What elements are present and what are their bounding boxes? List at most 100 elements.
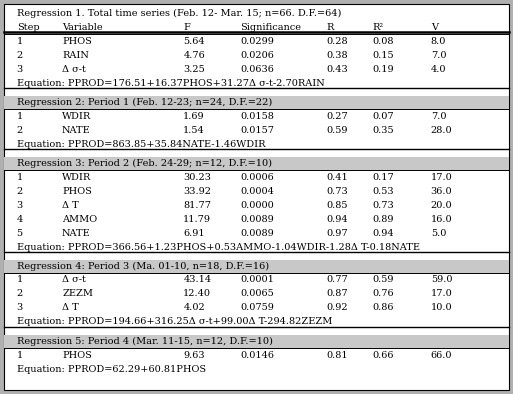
Text: 1.69: 1.69 — [183, 112, 205, 121]
Text: ZEZM: ZEZM — [62, 290, 93, 299]
Text: Variable: Variable — [62, 22, 103, 32]
Text: Equation: PPROD=176.51+16.37PHOS+31.27Δ σ-t-2.70RAIN: Equation: PPROD=176.51+16.37PHOS+31.27Δ … — [16, 78, 324, 87]
Text: Δ σ-t: Δ σ-t — [62, 65, 86, 74]
Text: 0.35: 0.35 — [372, 126, 394, 134]
Text: 3: 3 — [16, 65, 23, 74]
Text: 1: 1 — [16, 275, 23, 284]
Text: 1: 1 — [16, 351, 23, 359]
Text: 0.53: 0.53 — [372, 186, 394, 195]
Text: 4.02: 4.02 — [183, 303, 205, 312]
Text: Δ σ-t: Δ σ-t — [62, 275, 86, 284]
Text: Δ T: Δ T — [62, 201, 79, 210]
Text: 2: 2 — [16, 186, 23, 195]
Text: R: R — [326, 22, 333, 32]
Text: 0.38: 0.38 — [326, 50, 348, 59]
Text: 0.0065: 0.0065 — [240, 290, 274, 299]
Text: 7.0: 7.0 — [431, 112, 446, 121]
Text: 0.66: 0.66 — [372, 351, 394, 359]
Text: 0.27: 0.27 — [326, 112, 348, 121]
Text: 3: 3 — [16, 201, 23, 210]
Bar — [4, 157, 509, 171]
Text: 0.97: 0.97 — [326, 229, 348, 238]
Text: 5.64: 5.64 — [183, 37, 205, 45]
Text: 0.0299: 0.0299 — [240, 37, 274, 45]
Text: 0.0006: 0.0006 — [240, 173, 274, 182]
Bar — [4, 96, 509, 110]
Text: 11.79: 11.79 — [183, 214, 211, 223]
Text: 0.76: 0.76 — [372, 290, 394, 299]
Text: 2: 2 — [16, 290, 23, 299]
Text: 0.15: 0.15 — [372, 50, 394, 59]
Text: WDIR: WDIR — [62, 173, 91, 182]
Text: 0.73: 0.73 — [326, 186, 348, 195]
Text: 0.86: 0.86 — [372, 303, 394, 312]
Text: 1: 1 — [16, 112, 23, 121]
Text: 3: 3 — [16, 303, 23, 312]
Text: 2: 2 — [16, 126, 23, 134]
Text: Equation: PPROD=62.29+60.81PHOS: Equation: PPROD=62.29+60.81PHOS — [16, 364, 206, 374]
Text: Equation: PPROD=366.56+1.23PHOS+0.53AMMO-1.04WDIR-1.28Δ T-0.18NATE: Equation: PPROD=366.56+1.23PHOS+0.53AMMO… — [16, 242, 420, 251]
Text: PHOS: PHOS — [62, 351, 92, 359]
Text: 0.87: 0.87 — [326, 290, 348, 299]
Text: 0.0089: 0.0089 — [240, 214, 274, 223]
Text: 59.0: 59.0 — [431, 275, 452, 284]
Text: NATE: NATE — [62, 229, 91, 238]
Text: 4.0: 4.0 — [431, 65, 446, 74]
Text: 10.0: 10.0 — [431, 303, 452, 312]
Text: 1: 1 — [16, 37, 23, 45]
Text: 3.25: 3.25 — [183, 65, 205, 74]
Text: 12.40: 12.40 — [183, 290, 211, 299]
Text: 1.54: 1.54 — [183, 126, 205, 134]
Text: PHOS: PHOS — [62, 37, 92, 45]
Text: Equation: PPROD=863.85+35.84NATE-1.46WDIR: Equation: PPROD=863.85+35.84NATE-1.46WDI… — [16, 139, 265, 149]
Text: 0.94: 0.94 — [326, 214, 348, 223]
Text: R²: R² — [372, 22, 384, 32]
Text: Equation: PPROD=194.66+316.25Δ σ-t+99.00Δ T-294.82ZEZM: Equation: PPROD=194.66+316.25Δ σ-t+99.00… — [16, 318, 332, 327]
Text: 5: 5 — [16, 229, 23, 238]
Bar — [4, 335, 509, 349]
Text: 0.17: 0.17 — [372, 173, 394, 182]
Text: 0.77: 0.77 — [326, 275, 348, 284]
Text: 0.0759: 0.0759 — [240, 303, 274, 312]
Text: 0.19: 0.19 — [372, 65, 394, 74]
Text: Δ T: Δ T — [62, 303, 79, 312]
Text: 0.0089: 0.0089 — [240, 229, 274, 238]
Text: 30.23: 30.23 — [183, 173, 211, 182]
Text: Step: Step — [16, 22, 40, 32]
Text: 81.77: 81.77 — [183, 201, 211, 210]
Text: 0.0636: 0.0636 — [240, 65, 274, 74]
Text: AMMO: AMMO — [62, 214, 97, 223]
Text: 4: 4 — [16, 214, 23, 223]
Text: 8.0: 8.0 — [431, 37, 446, 45]
Text: 0.59: 0.59 — [326, 126, 348, 134]
Text: Regression 4: Period 3 (Ma. 01-10, n=18, D.F.=16): Regression 4: Period 3 (Ma. 01-10, n=18,… — [16, 262, 269, 271]
Text: 0.0157: 0.0157 — [240, 126, 274, 134]
Text: 0.92: 0.92 — [326, 303, 348, 312]
Text: 0.07: 0.07 — [372, 112, 394, 121]
Text: 20.0: 20.0 — [431, 201, 452, 210]
Text: NATE: NATE — [62, 126, 91, 134]
Text: 17.0: 17.0 — [431, 173, 452, 182]
Text: 0.81: 0.81 — [326, 351, 348, 359]
Text: F: F — [183, 22, 190, 32]
Text: Regression 5: Period 4 (Mar. 11-15, n=12, D.F.=10): Regression 5: Period 4 (Mar. 11-15, n=12… — [16, 336, 272, 346]
Text: 43.14: 43.14 — [183, 275, 211, 284]
Bar — [4, 260, 509, 274]
Text: 0.73: 0.73 — [372, 201, 394, 210]
Text: 0.94: 0.94 — [372, 229, 394, 238]
Text: 0.0206: 0.0206 — [240, 50, 274, 59]
Text: 4.76: 4.76 — [183, 50, 205, 59]
Text: 2: 2 — [16, 50, 23, 59]
Text: 0.85: 0.85 — [326, 201, 348, 210]
Text: 16.0: 16.0 — [431, 214, 452, 223]
Text: 0.0001: 0.0001 — [240, 275, 274, 284]
Text: Regression 2: Period 1 (Feb. 12-23; n=24, D.F.=22): Regression 2: Period 1 (Feb. 12-23; n=24… — [16, 97, 272, 107]
Text: 1: 1 — [16, 173, 23, 182]
Text: 7.0: 7.0 — [431, 50, 446, 59]
Text: V: V — [431, 22, 438, 32]
Text: 0.0146: 0.0146 — [240, 351, 274, 359]
Text: 0.0158: 0.0158 — [240, 112, 274, 121]
Text: 66.0: 66.0 — [431, 351, 452, 359]
Text: 0.89: 0.89 — [372, 214, 394, 223]
Text: 0.43: 0.43 — [326, 65, 348, 74]
